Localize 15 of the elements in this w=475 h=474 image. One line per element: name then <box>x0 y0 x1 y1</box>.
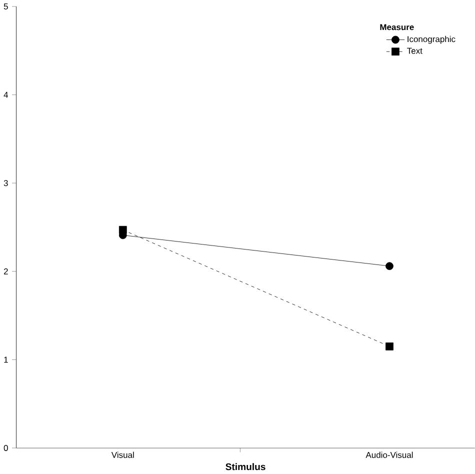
x-axis-title: Stimulus <box>226 463 266 470</box>
y-tick-label: 0 <box>4 445 8 452</box>
point <box>386 342 394 351</box>
x-tick-label: Audio-Visual <box>366 452 413 458</box>
y-tick-label: 4 <box>4 92 8 98</box>
point <box>386 262 394 270</box>
point <box>118 226 127 234</box>
y-tick-label: 3 <box>4 180 8 186</box>
y-tick-label: 2 <box>4 268 8 275</box>
x-tick-label: Visual <box>111 452 134 458</box>
y-tick-label: 1 <box>4 356 8 363</box>
legend-label: Text <box>407 48 422 54</box>
legend-title: Measure <box>380 24 414 30</box>
legend-label: Iconographic <box>408 36 456 44</box>
y-tick-label: 5 <box>4 4 8 10</box>
